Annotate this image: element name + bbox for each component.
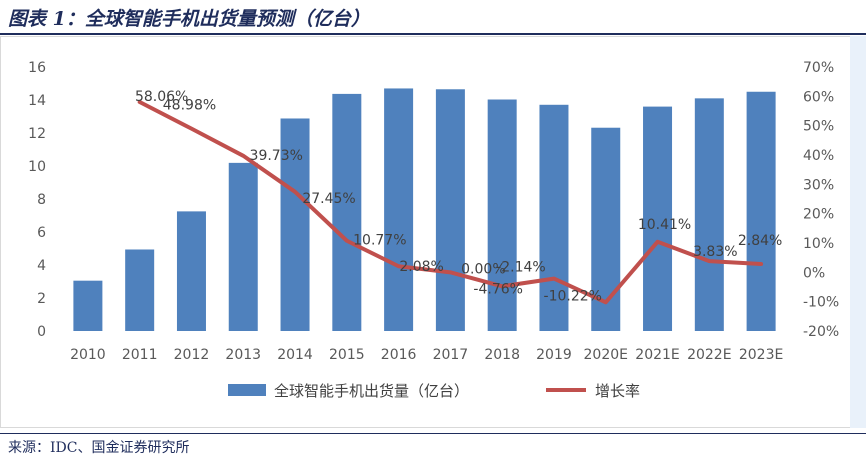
bar-2019 xyxy=(539,104,569,331)
x-tick-label: 2021E xyxy=(635,347,679,363)
right-tick-label: -20% xyxy=(803,324,839,340)
right-tick-label: -10% xyxy=(803,295,839,311)
bar-2011 xyxy=(125,249,155,331)
growth-label-2020E: -10.22% xyxy=(544,288,602,304)
right-axis-ticks: -20% -10% 0% 10% 20% 30% 40% 50% 60% 70% xyxy=(803,60,839,340)
right-tick-label: 30% xyxy=(803,177,834,193)
left-tick-label: 4 xyxy=(37,258,46,274)
right-tick-label: 0% xyxy=(803,265,825,281)
legend-label-bar: 全球智能手机出货量（亿台） xyxy=(274,382,469,400)
bar-2021E xyxy=(643,106,673,331)
left-tick-label: 8 xyxy=(37,192,46,208)
right-tick-label: 70% xyxy=(803,60,834,76)
bar-2023E xyxy=(746,91,776,331)
growth-label-2023E: 2.84% xyxy=(738,233,782,249)
x-tick-label: 2019 xyxy=(536,347,572,363)
right-tick-label: 20% xyxy=(803,207,834,223)
x-tick-label: 2010 xyxy=(70,347,106,363)
legend-label-line: 增长率 xyxy=(595,382,640,400)
legend-swatch-bar xyxy=(228,384,266,396)
bar-2012 xyxy=(176,211,206,331)
x-tick-label: 2022E xyxy=(687,347,731,363)
chart-title: 图表 1：全球智能手机出货量预测（亿台） xyxy=(8,8,370,30)
x-tick-label: 2016 xyxy=(381,347,417,363)
footer-divider xyxy=(0,433,866,434)
growth-label-2021E: 10.41% xyxy=(638,217,691,233)
left-tick-label: 2 xyxy=(37,291,46,307)
bar-2014 xyxy=(280,118,310,331)
growth-label-2011: 58.06% xyxy=(135,89,188,105)
left-tick-label: 6 xyxy=(37,225,46,241)
x-tick-label: 2020E xyxy=(584,347,628,363)
bar-2016 xyxy=(384,88,414,331)
bar-2017 xyxy=(435,89,465,332)
growth-label-2012: 48.98% xyxy=(163,98,216,114)
bar-2022E xyxy=(694,98,724,331)
bar-2013 xyxy=(228,162,258,331)
legend: 全球智能手机出货量（亿台） 增长率 xyxy=(228,382,640,400)
title-divider xyxy=(0,33,866,35)
growth-label-2022E: 3.83% xyxy=(693,244,737,260)
bar-2015 xyxy=(332,93,362,332)
growth-label-2018: -4.76% xyxy=(473,281,523,297)
right-edge-strip xyxy=(850,36,866,428)
right-tick-label: 40% xyxy=(803,148,834,164)
x-tick-label: 2023E xyxy=(739,347,783,363)
growth-data-labels: 58.06%48.98% 39.73% 27.45% 10.77% 2.08% 0.00%… xyxy=(135,89,782,304)
left-tick-label: 14 xyxy=(28,93,46,109)
source-note: 来源：IDC、国金证券研究所 xyxy=(8,440,190,456)
x-tick-label: 2015 xyxy=(329,347,365,363)
growth-line-series xyxy=(137,100,764,305)
left-tick-label: 12 xyxy=(28,126,46,142)
growth-label-2016: 2.08% xyxy=(399,259,443,275)
right-tick-label: 10% xyxy=(803,236,834,252)
bar-2018 xyxy=(487,99,517,331)
x-tick-label: 2011 xyxy=(122,347,158,363)
bar-2010 xyxy=(73,280,103,331)
left-axis-ticks: 0 2 4 6 8 10 12 14 16 xyxy=(28,60,46,340)
left-tick-label: 16 xyxy=(28,60,46,76)
growth-label-2015: 10.77% xyxy=(353,233,406,249)
left-tick-label: 10 xyxy=(28,159,46,175)
x-tick-label: 2014 xyxy=(277,347,313,363)
bar-series xyxy=(73,88,776,332)
x-tick-label: 2012 xyxy=(174,347,210,363)
right-tick-label: 60% xyxy=(803,89,834,105)
right-tick-label: 50% xyxy=(803,119,834,135)
x-tick-label: 2013 xyxy=(225,347,261,363)
growth-rate-line xyxy=(137,100,764,305)
growth-label-2017: 0.00% xyxy=(461,261,505,277)
growth-label-2019: -2.14% xyxy=(496,260,546,276)
growth-label-2013: 39.73% xyxy=(250,148,303,164)
growth-label-2014: 27.45% xyxy=(302,191,355,207)
x-tick-label: 2017 xyxy=(433,347,469,363)
x-axis-ticks: 2010 2011 2012 2013 2014 2015 2016 2017 2018 2019… xyxy=(70,347,783,363)
left-tick-label: 0 xyxy=(37,324,46,340)
x-tick-label: 2018 xyxy=(484,347,520,363)
